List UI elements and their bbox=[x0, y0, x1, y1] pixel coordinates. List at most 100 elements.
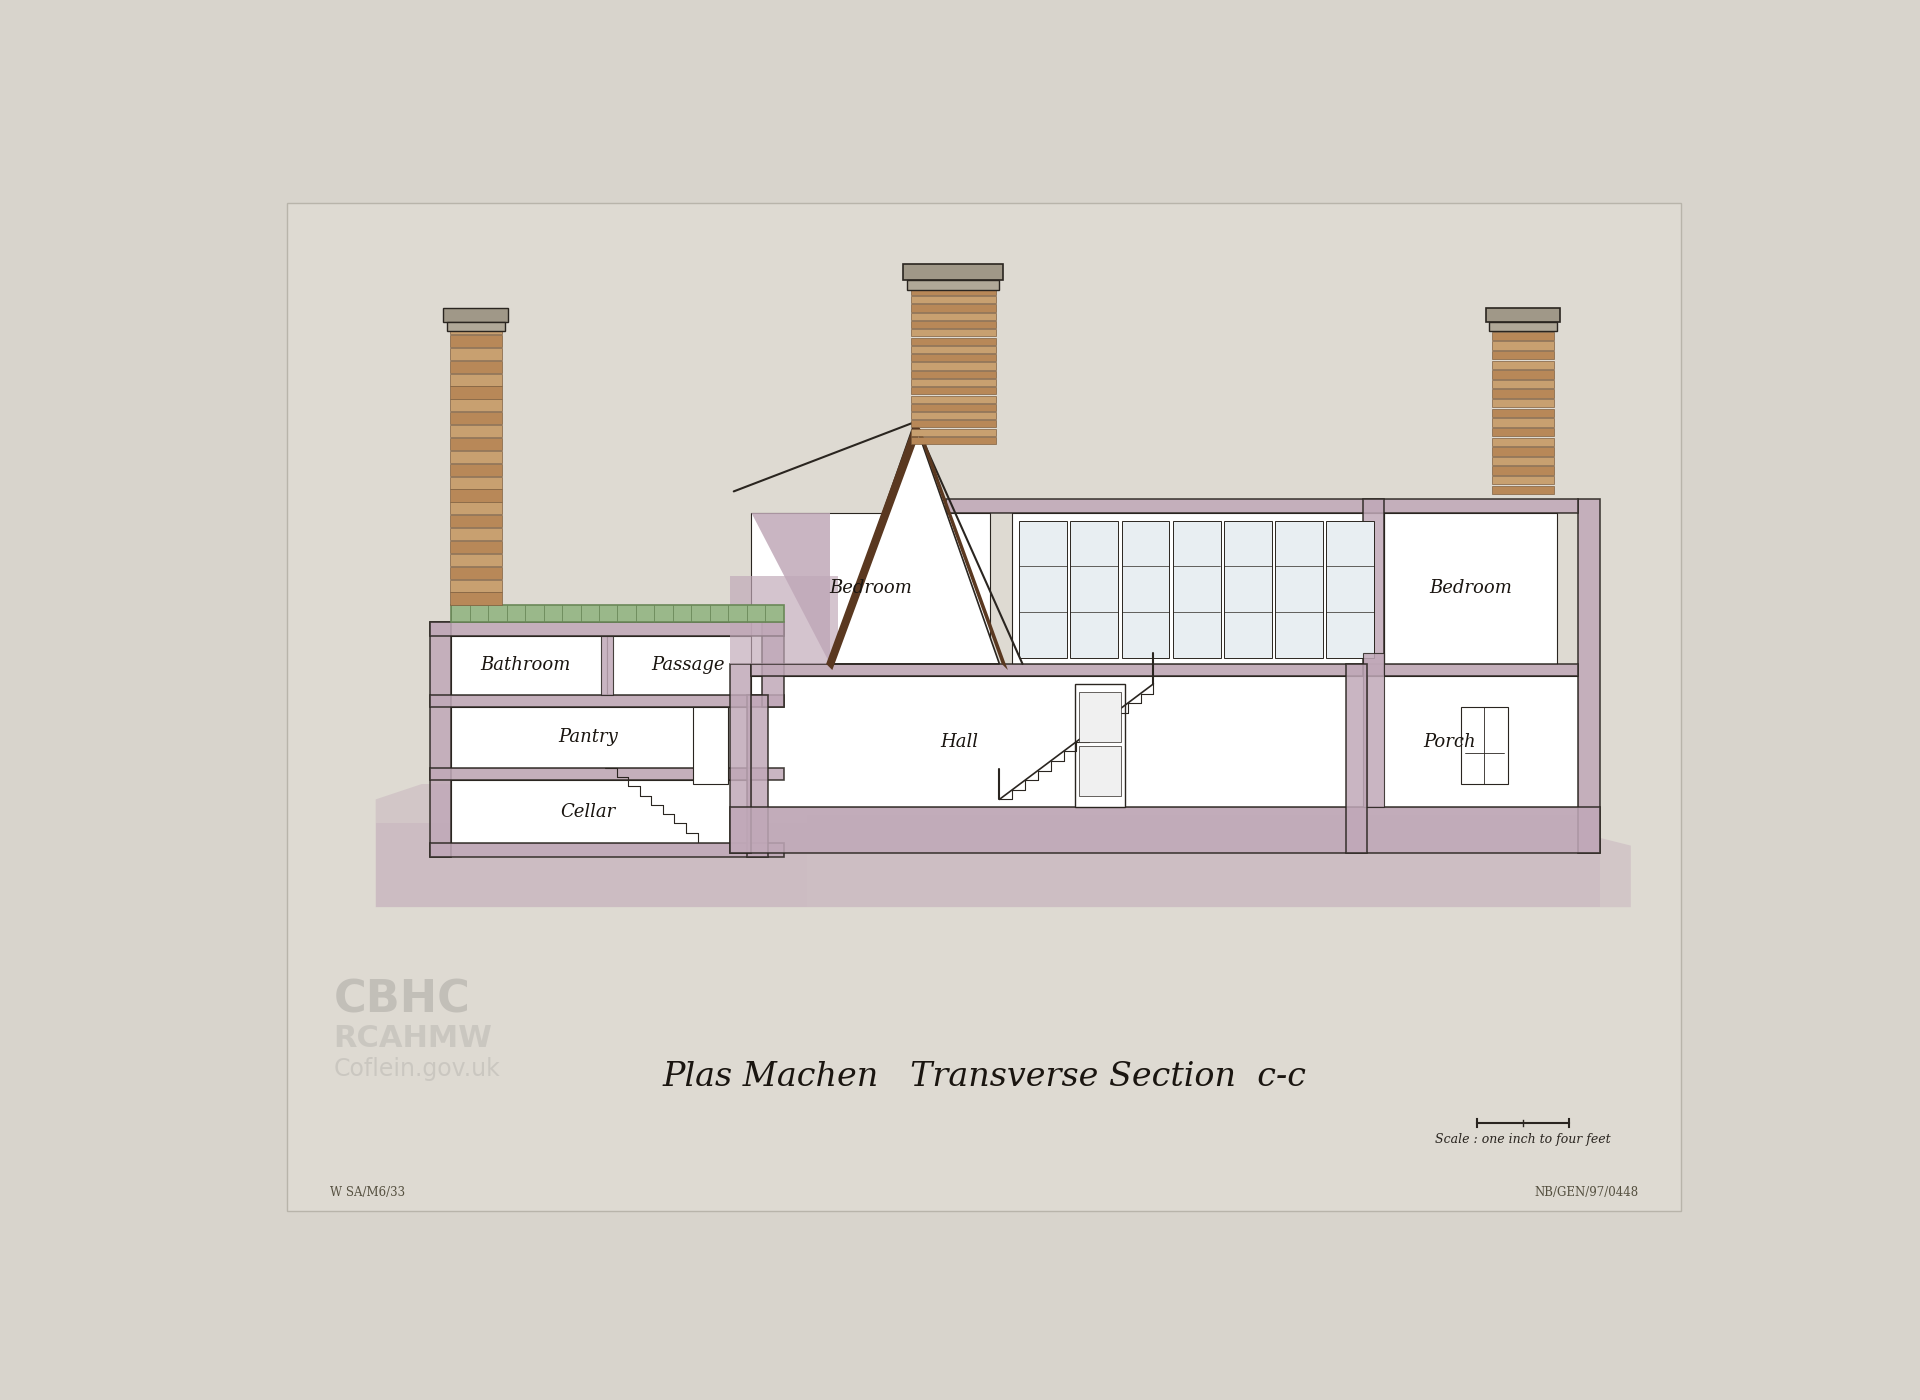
Bar bbox=[1492, 342, 1553, 350]
Bar bbox=[449, 567, 501, 578]
Bar bbox=[1492, 419, 1553, 427]
Bar bbox=[910, 280, 996, 287]
Polygon shape bbox=[376, 784, 1630, 907]
Bar bbox=[451, 707, 747, 767]
Text: Pantry: Pantry bbox=[559, 728, 618, 746]
Text: W SA/M6/33: W SA/M6/33 bbox=[330, 1186, 405, 1198]
Bar bbox=[747, 694, 768, 857]
Bar bbox=[1461, 707, 1507, 784]
Bar bbox=[449, 580, 501, 592]
Text: Coflein.gov.uk: Coflein.gov.uk bbox=[334, 1057, 499, 1081]
Bar bbox=[449, 426, 501, 437]
Bar bbox=[1492, 332, 1553, 340]
Bar bbox=[730, 664, 751, 853]
Bar bbox=[449, 490, 501, 501]
Text: Hall: Hall bbox=[941, 732, 979, 750]
Bar bbox=[910, 403, 996, 412]
Text: RCAHMW: RCAHMW bbox=[334, 1023, 492, 1053]
Bar bbox=[1367, 676, 1578, 806]
Bar bbox=[449, 361, 501, 372]
Bar bbox=[762, 622, 783, 707]
Bar bbox=[1012, 512, 1384, 664]
Bar bbox=[910, 420, 996, 427]
Bar bbox=[449, 451, 501, 463]
Bar bbox=[1578, 500, 1599, 853]
Bar bbox=[449, 554, 501, 566]
Text: Porch: Porch bbox=[1423, 732, 1476, 750]
Bar bbox=[1492, 370, 1553, 378]
Bar bbox=[449, 528, 501, 540]
Bar bbox=[1492, 437, 1553, 447]
Bar bbox=[1223, 521, 1271, 658]
Bar bbox=[1486, 308, 1559, 322]
Bar bbox=[451, 636, 607, 694]
Bar bbox=[910, 396, 996, 403]
Bar bbox=[910, 388, 996, 395]
Bar bbox=[693, 707, 728, 784]
Bar bbox=[1492, 351, 1553, 360]
Text: Cellar: Cellar bbox=[561, 802, 616, 820]
Bar bbox=[451, 780, 747, 843]
Text: Bathroom: Bathroom bbox=[480, 657, 570, 675]
Bar bbox=[910, 329, 996, 336]
Bar bbox=[1020, 521, 1068, 658]
Bar bbox=[601, 636, 612, 694]
Bar bbox=[449, 347, 501, 360]
Bar bbox=[1492, 409, 1553, 417]
Bar bbox=[1071, 521, 1119, 658]
Bar bbox=[449, 374, 501, 385]
Bar bbox=[449, 438, 501, 449]
Bar bbox=[730, 806, 1599, 854]
Bar bbox=[910, 354, 996, 361]
Bar bbox=[444, 308, 509, 322]
Bar bbox=[1384, 512, 1557, 664]
Bar bbox=[430, 843, 783, 857]
Bar bbox=[607, 636, 762, 694]
Bar bbox=[449, 476, 501, 489]
Bar bbox=[1492, 447, 1553, 455]
Bar bbox=[910, 379, 996, 386]
Bar bbox=[1492, 466, 1553, 475]
Bar bbox=[451, 605, 783, 622]
Bar bbox=[449, 540, 501, 553]
Bar bbox=[1121, 521, 1169, 658]
Bar bbox=[1492, 379, 1553, 388]
Bar bbox=[1079, 692, 1121, 742]
Bar bbox=[910, 346, 996, 353]
Bar bbox=[902, 265, 1004, 280]
Bar bbox=[910, 363, 996, 370]
Bar bbox=[1363, 500, 1384, 676]
Bar bbox=[447, 322, 505, 332]
Bar bbox=[1492, 428, 1553, 437]
Bar bbox=[910, 312, 996, 319]
Polygon shape bbox=[751, 512, 829, 664]
Bar bbox=[751, 512, 991, 664]
Bar bbox=[910, 321, 996, 328]
Bar bbox=[1275, 521, 1323, 658]
Text: Plas Machen   Transverse Section  c-c: Plas Machen Transverse Section c-c bbox=[662, 1061, 1306, 1092]
Bar bbox=[1492, 360, 1553, 370]
Text: Bedroom: Bedroom bbox=[1428, 580, 1513, 598]
Bar bbox=[1346, 664, 1367, 853]
Bar bbox=[1492, 456, 1553, 465]
Bar bbox=[1173, 521, 1221, 658]
Bar bbox=[430, 622, 451, 857]
Bar bbox=[910, 304, 996, 312]
Bar bbox=[1492, 399, 1553, 407]
Bar bbox=[1079, 745, 1121, 795]
Bar bbox=[1492, 322, 1553, 330]
Text: Bedroom: Bedroom bbox=[829, 580, 912, 598]
Bar bbox=[910, 412, 996, 419]
Bar bbox=[449, 386, 501, 399]
Bar bbox=[449, 515, 501, 528]
Bar bbox=[430, 694, 783, 707]
Bar bbox=[449, 412, 501, 424]
Bar bbox=[910, 428, 996, 435]
Bar bbox=[1490, 322, 1557, 332]
Bar bbox=[1492, 476, 1553, 484]
Bar bbox=[910, 297, 996, 304]
Bar bbox=[910, 437, 996, 444]
Bar bbox=[1075, 683, 1125, 806]
Polygon shape bbox=[730, 577, 837, 664]
Bar bbox=[449, 322, 501, 335]
